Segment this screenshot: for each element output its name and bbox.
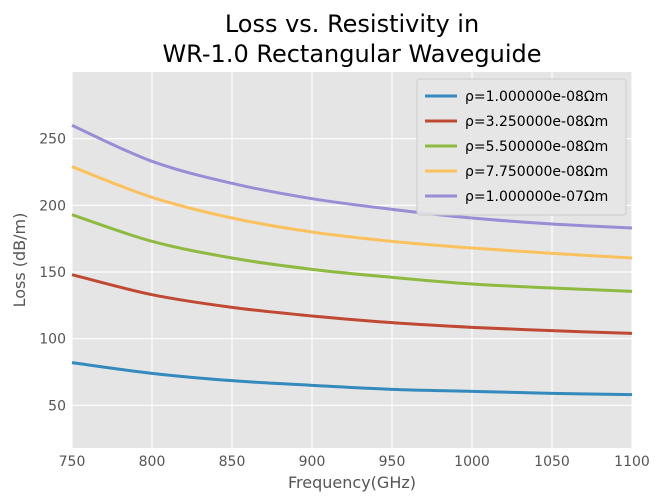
series-line-1 bbox=[71, 361, 633, 397]
y-tick-label: 150 bbox=[39, 265, 66, 281]
legend-label-5: ρ=1.000000e-07Ωm bbox=[465, 189, 608, 205]
series-line-4 bbox=[71, 165, 633, 260]
x-tick-label: 1050 bbox=[534, 454, 570, 470]
x-tick-label: 750 bbox=[59, 454, 86, 470]
legend-label-2: ρ=3.250000e-08Ωm bbox=[465, 114, 608, 130]
series-line-2 bbox=[71, 273, 633, 335]
legend-label-1: ρ=1.000000e-08Ωm bbox=[465, 89, 608, 105]
x-tick-labels: 750 800 850 900 950 1000 1050 1100 bbox=[59, 454, 650, 470]
x-tick-label: 950 bbox=[379, 454, 406, 470]
x-tick-label: 1000 bbox=[454, 454, 490, 470]
series-lines bbox=[71, 123, 633, 397]
series-line-5 bbox=[71, 123, 633, 230]
chart-title-line-1: Loss vs. Resistivity in bbox=[225, 10, 479, 38]
x-tick-label: 1100 bbox=[614, 454, 650, 470]
x-tick-label: 900 bbox=[299, 454, 326, 470]
x-tick-label: 850 bbox=[219, 454, 246, 470]
x-tick-label: 800 bbox=[139, 454, 166, 470]
y-tick-label: 50 bbox=[48, 398, 66, 414]
legend-label-3: ρ=5.500000e-08Ωm bbox=[465, 139, 608, 155]
grid-lines bbox=[71, 72, 633, 448]
x-axis-label: Frequency(GHz) bbox=[288, 473, 416, 492]
legend-box bbox=[416, 78, 627, 216]
legend-label-4: ρ=7.750000e-08Ωm bbox=[465, 164, 608, 180]
y-tick-label: 100 bbox=[39, 332, 66, 348]
y-tick-label: 250 bbox=[39, 132, 66, 148]
y-tick-labels: 50 100 150 200 250 bbox=[39, 132, 66, 415]
y-tick-label: 200 bbox=[39, 198, 66, 214]
y-axis-label: Loss (dB/m) bbox=[10, 213, 29, 308]
legend: ρ=1.000000e-08Ωm ρ=3.250000e-08Ωm ρ=5.5000… bbox=[416, 78, 627, 216]
series-line-3 bbox=[71, 213, 633, 293]
chart-title-line-2: WR-1.0 Rectangular Waveguide bbox=[162, 40, 541, 68]
